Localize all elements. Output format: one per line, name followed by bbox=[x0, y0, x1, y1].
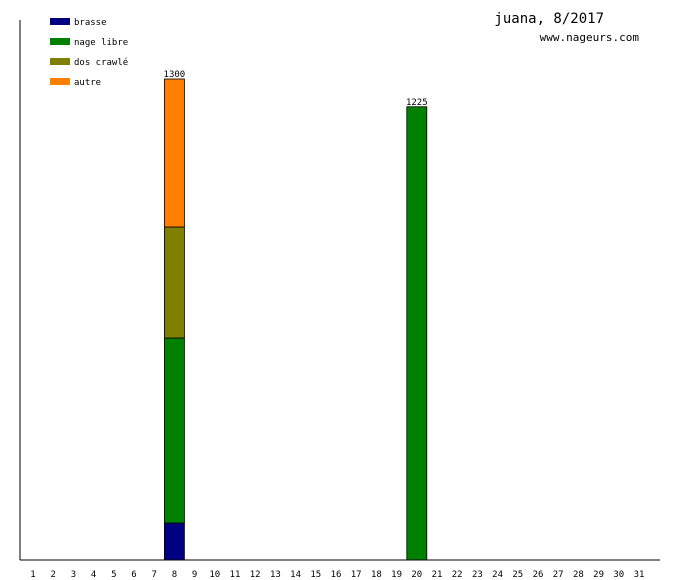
x-tick-label: 2 bbox=[50, 570, 55, 580]
x-tick-label: 3 bbox=[71, 570, 76, 580]
x-tick-label: 25 bbox=[512, 570, 523, 580]
legend-swatch bbox=[50, 58, 70, 65]
x-tick-label: 5 bbox=[111, 570, 116, 580]
x-tick-label: 20 bbox=[411, 570, 422, 580]
x-tick-label: 22 bbox=[452, 570, 463, 580]
x-tick-label: 15 bbox=[310, 570, 321, 580]
x-tick-label: 13 bbox=[270, 570, 281, 580]
x-tick-label: 23 bbox=[472, 570, 483, 580]
bar-segment bbox=[163, 337, 185, 524]
x-tick-label: 28 bbox=[573, 570, 584, 580]
axes bbox=[19, 20, 660, 561]
x-tick-label: 12 bbox=[250, 570, 261, 580]
x-tick-label: 17 bbox=[351, 570, 362, 580]
legend-label: autre bbox=[74, 78, 101, 88]
legend-swatch bbox=[50, 18, 70, 25]
legend-label: nage libre bbox=[74, 38, 128, 48]
x-tick-label: 9 bbox=[192, 570, 197, 580]
bar-segment bbox=[406, 106, 428, 561]
bar-segment bbox=[163, 78, 185, 228]
x-tick-labels: 1 2 3 4 5 6 7 8 9 10 11 12 13 14 15 16 17 18 19 20 21 22 23 24 2… bbox=[30, 570, 644, 580]
x-tick-label: 14 bbox=[290, 570, 301, 580]
x-tick-label: 27 bbox=[553, 570, 564, 580]
x-tick-label: 29 bbox=[593, 570, 604, 580]
x-tick-label: 31 bbox=[634, 570, 645, 580]
legend-label: brasse bbox=[74, 18, 107, 28]
legend-swatch bbox=[50, 78, 70, 85]
x-tick-label: 26 bbox=[533, 570, 544, 580]
bar-segment bbox=[163, 522, 185, 561]
bar-total-label: 1225 bbox=[406, 98, 428, 108]
legend-label: dos crawlé bbox=[74, 57, 128, 68]
x-tick-label: 6 bbox=[131, 570, 136, 580]
x-tick-label: 7 bbox=[151, 570, 156, 580]
legend-swatch bbox=[50, 38, 70, 45]
x-tick-label: 16 bbox=[331, 570, 342, 580]
x-tick-label: 4 bbox=[91, 570, 96, 580]
x-tick-label: 30 bbox=[613, 570, 624, 580]
x-tick-label: 1 bbox=[30, 570, 35, 580]
x-tick-label: 21 bbox=[432, 570, 443, 580]
x-tick-label: 8 bbox=[172, 570, 177, 580]
x-tick-label: 24 bbox=[492, 570, 503, 580]
chart-subtitle: www.nageurs.com bbox=[540, 31, 640, 44]
bar-segment bbox=[163, 226, 185, 339]
x-tick-label: 18 bbox=[371, 570, 382, 580]
x-tick-label: 10 bbox=[209, 570, 220, 580]
bar-total-label: 1300 bbox=[164, 70, 186, 80]
chart-title: juana, 8/2017 bbox=[494, 11, 604, 27]
bar-totals: 1300 1225 bbox=[164, 70, 428, 108]
bars bbox=[163, 78, 428, 561]
x-tick-label: 11 bbox=[230, 570, 241, 580]
x-tick-label: 19 bbox=[391, 570, 402, 580]
legend: brasse nage libre dos crawlé autre bbox=[50, 18, 128, 88]
